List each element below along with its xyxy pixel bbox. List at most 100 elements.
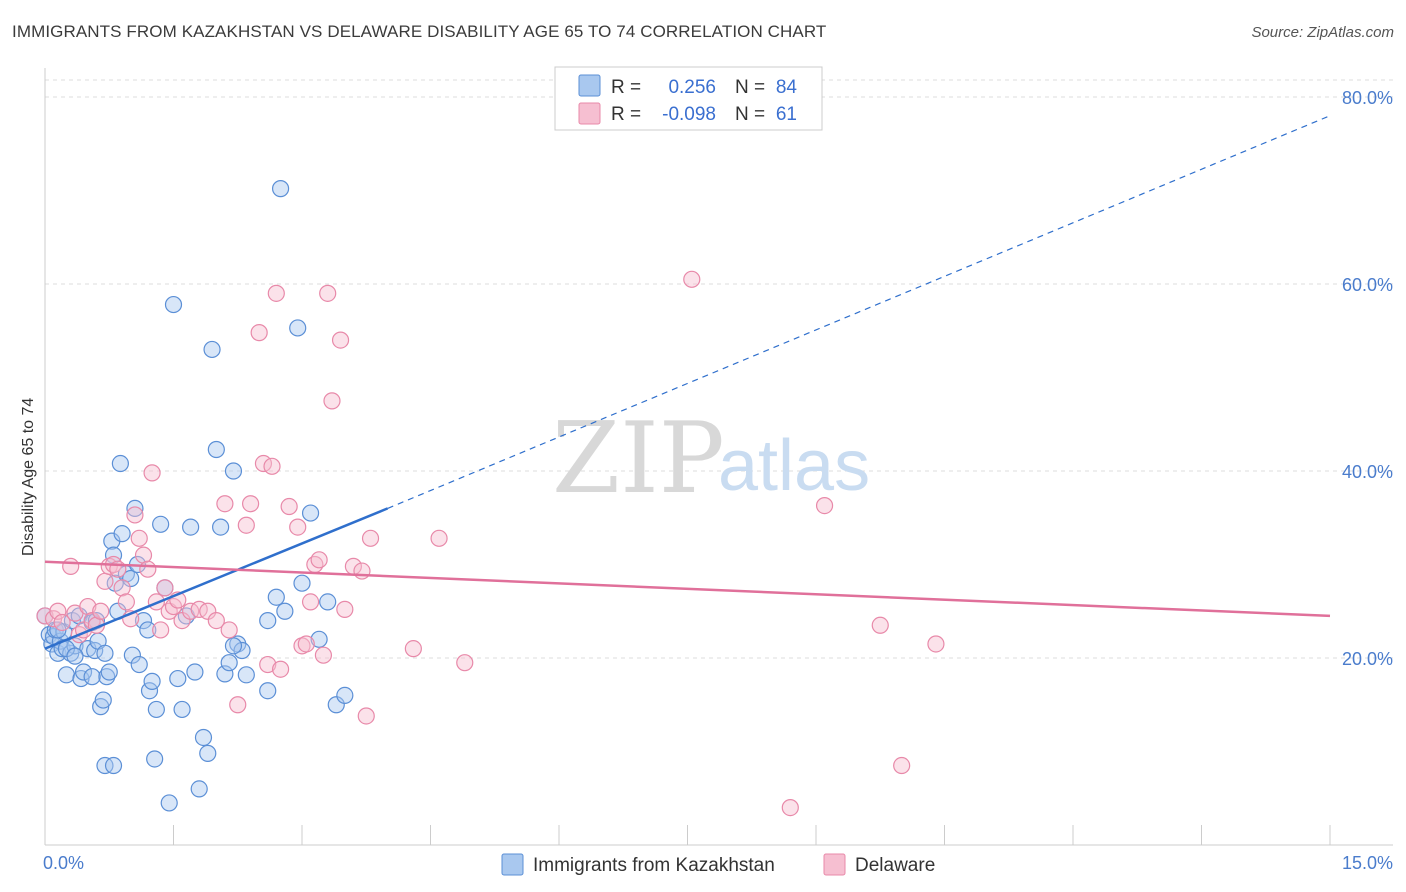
point-blue-63 xyxy=(233,641,251,660)
x-tick-label-max: 15.0% xyxy=(1342,853,1393,873)
point-pink-70 xyxy=(250,324,268,342)
point-blue-35 xyxy=(126,499,144,517)
point-blue-81 xyxy=(66,647,84,665)
point-blue-46 xyxy=(160,794,178,812)
point-blue-33 xyxy=(122,569,140,588)
point-pink-34 xyxy=(207,611,225,630)
point-pink-39 xyxy=(242,495,260,513)
point-blue-57 xyxy=(207,440,225,459)
y-tick-label-40: 40.0% xyxy=(1342,462,1393,482)
point-pink-4 xyxy=(62,557,80,575)
point-pink-30 xyxy=(173,611,191,630)
point-blue-67 xyxy=(271,180,290,198)
point-blue-56 xyxy=(203,340,221,359)
y-tick-label-60: 60.0% xyxy=(1342,275,1393,295)
y-tick-label-80: 80.0% xyxy=(1342,88,1393,108)
point-pink-11 xyxy=(92,602,110,620)
point-pink-17 xyxy=(117,593,135,611)
point-blue-37 xyxy=(130,655,148,674)
point-blue-42 xyxy=(146,750,164,768)
point-blue-27 xyxy=(104,546,123,564)
point-pink-23 xyxy=(143,464,161,482)
x-tick-label-min: 0.0% xyxy=(43,853,84,873)
legend-n-value-2: 61 xyxy=(776,104,797,125)
legend-n-label-2: N = xyxy=(735,104,765,125)
watermark-zip: ZIP xyxy=(552,402,725,516)
point-pink-19 xyxy=(126,506,144,524)
point-pink-42 xyxy=(263,457,281,475)
point-blue-61 xyxy=(224,462,243,480)
point-blue-30 xyxy=(111,454,129,473)
legend-r-label-2: R = xyxy=(611,104,641,125)
point-blue-74 xyxy=(310,630,328,648)
point-blue-59 xyxy=(216,665,234,683)
point-pink-51 xyxy=(310,551,328,569)
point-blue-58 xyxy=(212,518,230,536)
point-blue-52 xyxy=(186,663,204,681)
point-blue-39 xyxy=(139,621,157,639)
point-pink-54 xyxy=(323,392,341,410)
tick-labels: 20.0% 40.0% 60.0% 80.0% 0.0% 15.0% xyxy=(43,88,1393,873)
point-pink-20 xyxy=(130,529,148,547)
point-blue-48 xyxy=(169,669,187,688)
point-pink-3 xyxy=(53,613,71,632)
point-pink-53 xyxy=(319,284,337,302)
bottom-legend-swatch-blue xyxy=(501,853,524,876)
point-pink-65 xyxy=(815,496,834,515)
trend-lines xyxy=(44,115,1331,650)
point-blue-69 xyxy=(267,588,285,606)
point-pink-21 xyxy=(134,546,153,564)
chart-title: IMMIGRANTS FROM KAZAKHSTAN VS DELAWARE D… xyxy=(12,22,827,41)
point-blue-25 xyxy=(100,663,118,681)
point-pink-43 xyxy=(267,284,285,302)
point-blue-72 xyxy=(293,574,311,592)
point-pink-66 xyxy=(871,616,889,634)
point-blue-43 xyxy=(147,700,165,719)
point-blue-34 xyxy=(123,646,141,664)
point-blue-49 xyxy=(173,700,191,719)
bottom-legend-label-blue: Immigrants from Kazakhstan xyxy=(533,855,775,876)
point-blue-71 xyxy=(289,319,307,337)
point-pink-41 xyxy=(259,655,277,674)
point-blue-22 xyxy=(94,691,112,709)
point-pink-55 xyxy=(331,331,350,349)
point-blue-68 xyxy=(259,611,277,630)
point-pink-48 xyxy=(297,635,315,653)
point-pink-2 xyxy=(49,602,67,620)
point-blue-70 xyxy=(276,602,294,620)
point-blue-38 xyxy=(134,611,153,630)
point-pink-63 xyxy=(683,270,701,288)
point-blue-54 xyxy=(194,728,213,747)
point-blue-73 xyxy=(301,504,320,522)
legend-n-label-1: N = xyxy=(735,77,765,98)
legend-r-value-2: -0.098 xyxy=(662,104,716,125)
point-blue-15 xyxy=(74,663,93,681)
point-pink-35 xyxy=(216,495,234,513)
point-blue-9 xyxy=(57,666,76,684)
point-pink-58 xyxy=(353,562,371,580)
point-pink-26 xyxy=(156,579,174,597)
series-blue xyxy=(36,180,354,812)
bottom-legend-label-pink: Delaware xyxy=(855,855,935,876)
point-pink-38 xyxy=(237,516,255,534)
point-blue-44 xyxy=(152,515,170,533)
point-blue-24 xyxy=(98,668,116,686)
point-pink-56 xyxy=(336,600,354,618)
point-pink-68 xyxy=(927,635,945,653)
point-pink-49 xyxy=(301,593,320,611)
watermark-atlas: atlas xyxy=(718,426,870,506)
axes xyxy=(44,68,1393,846)
legend-swatch-blue xyxy=(578,74,601,97)
point-pink-8 xyxy=(79,597,97,616)
point-blue-31 xyxy=(113,525,131,543)
point-blue-51 xyxy=(182,518,200,536)
point-blue-23 xyxy=(96,644,114,662)
point-pink-52 xyxy=(314,646,333,664)
point-blue-65 xyxy=(224,637,243,655)
point-pink-67 xyxy=(893,756,911,775)
trend-line-blue xyxy=(44,507,389,650)
point-blue-76 xyxy=(327,696,345,714)
legend-n-value-1: 84 xyxy=(776,77,798,98)
point-pink-33 xyxy=(199,602,217,620)
